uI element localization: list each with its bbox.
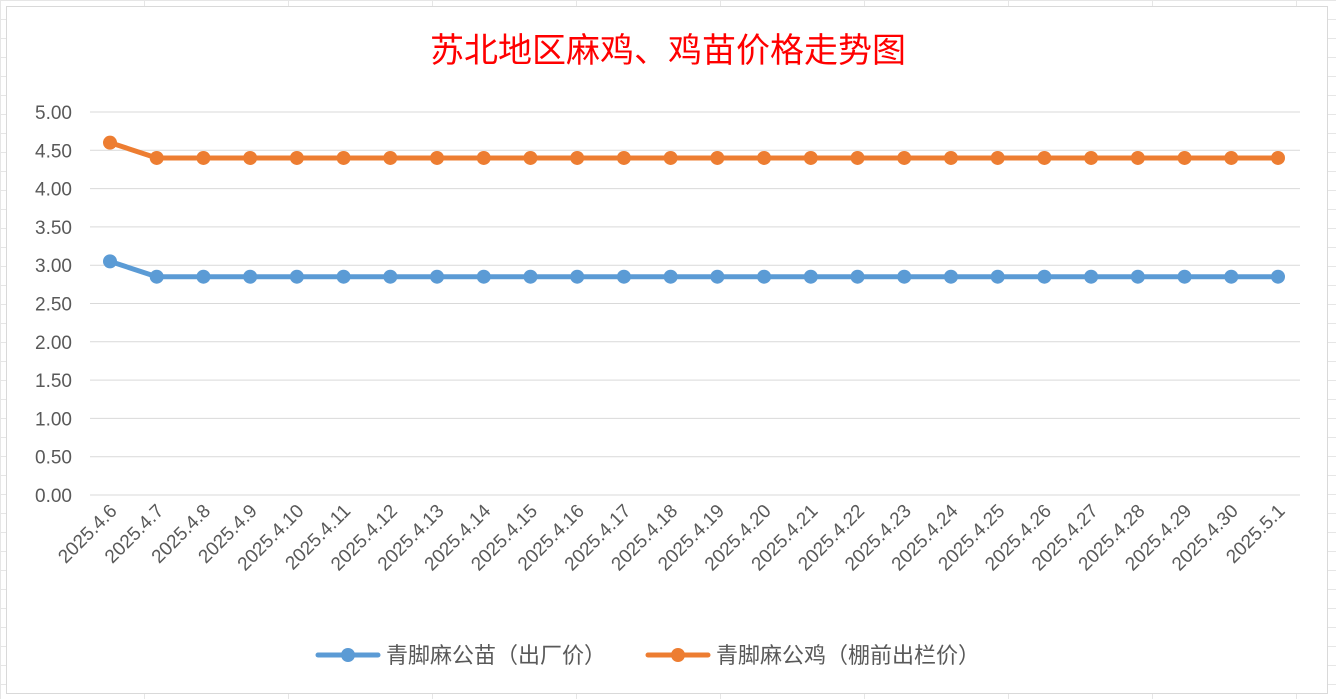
legend-swatch-marker <box>671 648 685 662</box>
data-point <box>383 150 398 165</box>
chart-title: 苏北地区麻鸡、鸡苗价格走势图 <box>430 31 906 71</box>
data-point <box>1084 269 1099 284</box>
data-point <box>1177 150 1192 165</box>
data-point <box>943 269 958 284</box>
data-point <box>1177 269 1192 284</box>
data-point <box>289 269 304 284</box>
data-point <box>663 150 678 165</box>
y-tick-label: 2.00 <box>35 333 72 354</box>
data-point <box>710 150 725 165</box>
data-point <box>149 150 164 165</box>
y-tick-label: 4.50 <box>35 141 72 162</box>
series-line <box>107 258 1281 280</box>
data-point <box>943 150 958 165</box>
data-point <box>1130 269 1145 284</box>
x-axis-tick-labels: 2025.4.62025.4.72025.4.82025.4.92025.4.1… <box>54 500 1289 575</box>
y-tick-label: 4.00 <box>35 180 72 201</box>
data-point <box>757 150 772 165</box>
data-point <box>103 135 117 150</box>
series-group <box>103 135 1285 284</box>
data-point <box>383 269 398 284</box>
data-point <box>850 269 865 284</box>
data-point <box>1037 269 1052 284</box>
data-point <box>336 150 351 165</box>
series-line <box>107 140 1281 161</box>
legend-label: 青脚麻公鸡（棚前出栏价） <box>716 644 980 669</box>
y-tick-label: 3.00 <box>35 256 72 277</box>
y-tick-label: 5.00 <box>35 103 72 124</box>
data-point <box>990 269 1005 284</box>
data-point <box>336 269 351 284</box>
legend-item-2: 青脚麻公鸡（棚前出栏价） <box>645 644 980 669</box>
y-tick-label: 0.00 <box>35 486 72 507</box>
data-point <box>850 150 865 165</box>
series-2 <box>103 135 1285 165</box>
data-point <box>757 269 772 284</box>
data-point <box>196 269 211 284</box>
data-point <box>476 150 491 165</box>
data-point <box>149 269 164 284</box>
data-point <box>196 150 211 165</box>
data-point <box>430 150 445 165</box>
series-1 <box>103 254 1285 284</box>
data-point <box>430 269 445 284</box>
data-point <box>1224 150 1239 165</box>
data-point <box>289 150 304 165</box>
y-tick-label: 2.50 <box>35 295 72 316</box>
data-point <box>243 269 258 284</box>
data-point <box>1130 150 1145 165</box>
data-point <box>710 269 725 284</box>
y-tick-label: 1.50 <box>35 371 72 392</box>
legend-item-1: 青脚麻公苗（出厂价） <box>315 644 606 669</box>
data-point <box>616 150 631 165</box>
y-axis-tick-labels: 0.00 0.50 1.00 1.50 2.00 2.50 3.00 3.50 4.00 4.50… <box>35 103 72 507</box>
data-point <box>243 150 258 165</box>
y-tick-label: 1.00 <box>35 409 72 430</box>
data-point <box>103 254 117 269</box>
data-point <box>897 269 912 284</box>
legend-label: 青脚麻公苗（出厂价） <box>386 644 606 669</box>
data-point <box>1037 150 1052 165</box>
gridlines <box>90 111 1300 496</box>
data-point <box>803 150 818 165</box>
y-tick-label: 0.50 <box>35 448 72 469</box>
chart-area <box>6 6 1328 694</box>
data-point <box>476 269 491 284</box>
data-point <box>1271 269 1285 284</box>
data-point <box>570 150 585 165</box>
data-point <box>1224 269 1239 284</box>
data-point <box>1271 150 1285 165</box>
y-tick-label: 3.50 <box>35 218 72 239</box>
data-point <box>523 150 538 165</box>
legend: 青脚麻公苗（出厂价） 青脚麻公鸡（棚前出栏价） <box>315 644 980 669</box>
legend-swatch-marker <box>341 648 355 662</box>
data-point <box>990 150 1005 165</box>
data-point <box>663 269 678 284</box>
data-point <box>1084 150 1099 165</box>
data-point <box>803 269 818 284</box>
data-point <box>897 150 912 165</box>
data-point <box>523 269 538 284</box>
data-point <box>616 269 631 284</box>
data-point <box>570 269 585 284</box>
